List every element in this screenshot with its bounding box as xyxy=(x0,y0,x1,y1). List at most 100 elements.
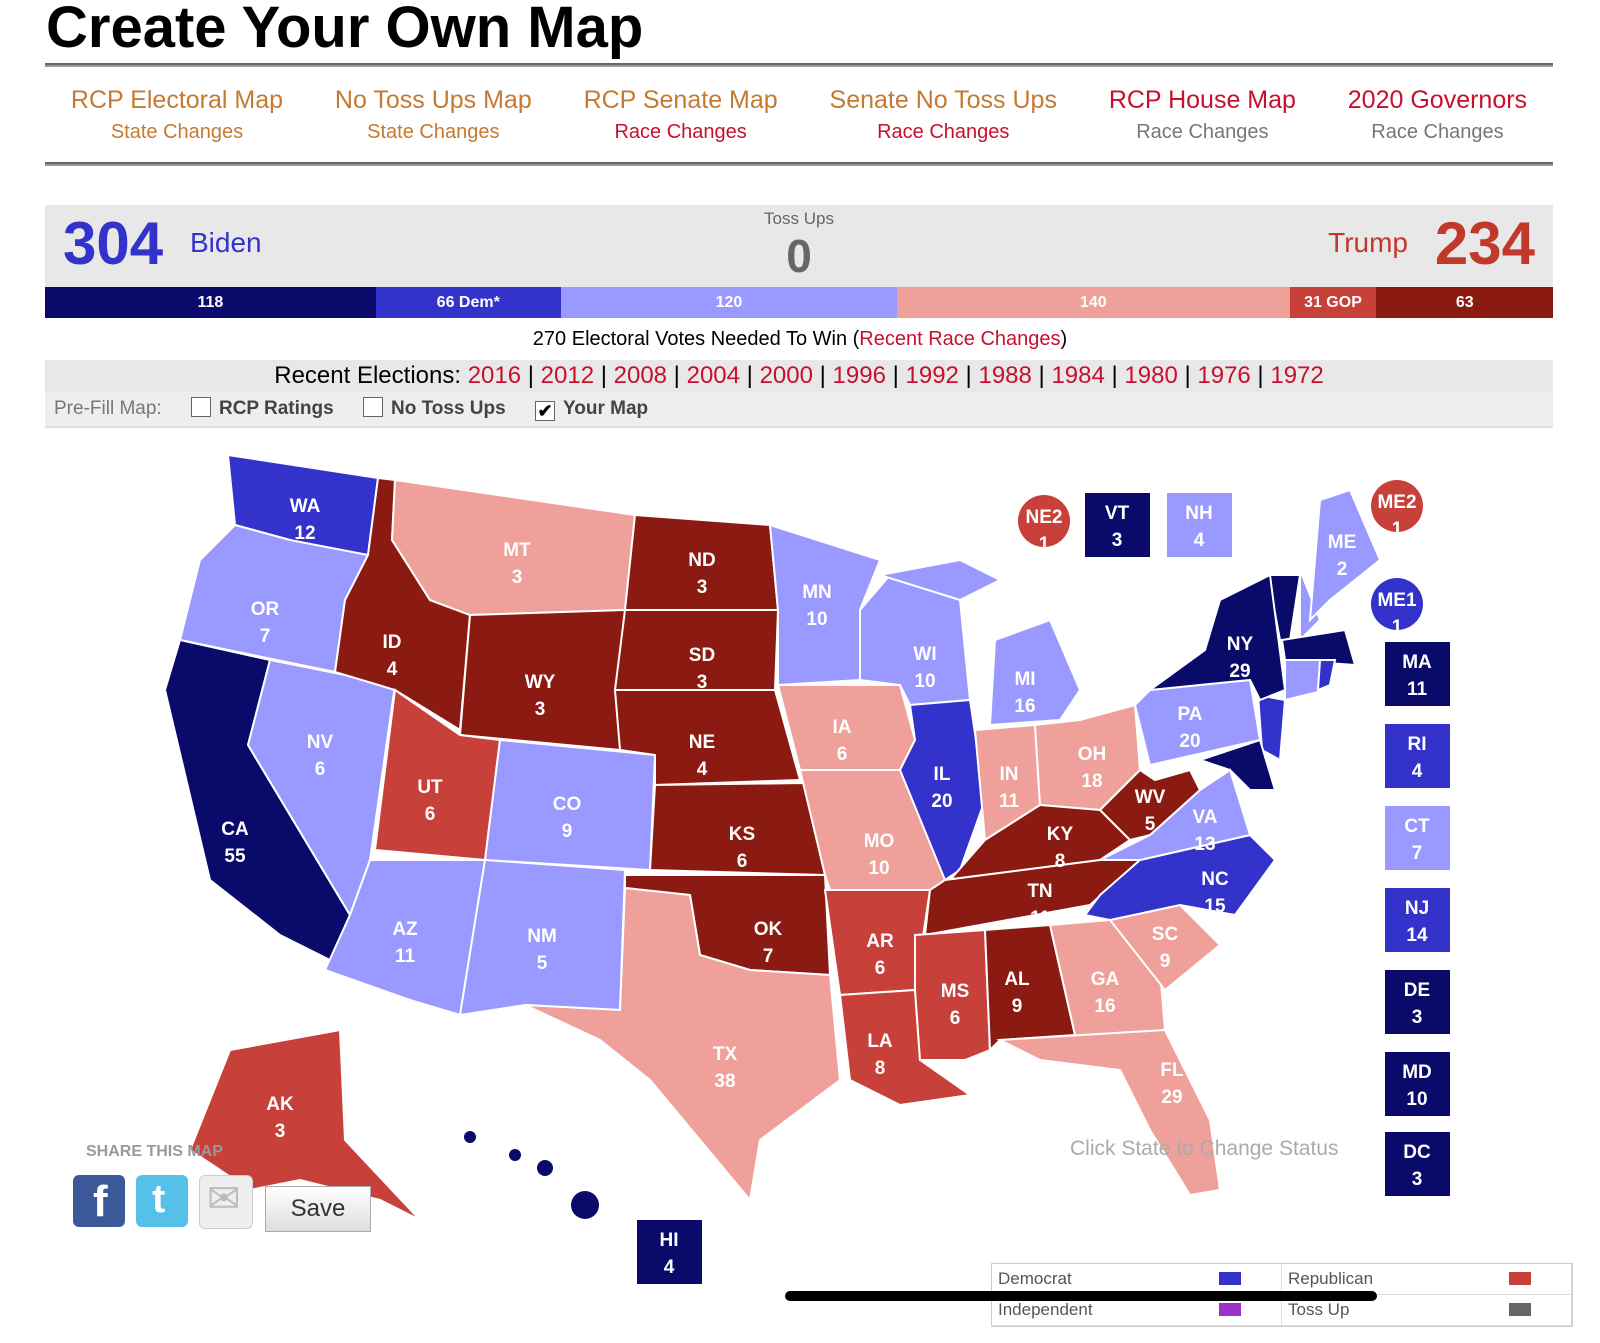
election-year-link[interactable]: 2016 xyxy=(467,362,522,389)
twitter-icon[interactable]: t xyxy=(136,1175,188,1227)
state-shape[interactable] xyxy=(1284,659,1322,702)
state-ev: 6 xyxy=(875,958,886,979)
state-label: VA xyxy=(1193,807,1218,828)
state-hi-island[interactable] xyxy=(571,1191,599,1219)
state-ev: 3 xyxy=(1112,530,1123,551)
tossup-label: Toss Ups xyxy=(764,209,834,228)
state-hi-island[interactable] xyxy=(464,1131,476,1143)
election-year-link[interactable]: 2004 xyxy=(686,362,740,389)
prefill-no-toss-ups[interactable]: No Toss Ups xyxy=(362,397,506,419)
state-label: IL xyxy=(934,764,951,785)
election-year-link[interactable]: 1988 xyxy=(978,362,1032,389)
nav-senate-map[interactable]: RCP Senate Map Race Changes xyxy=(583,86,778,143)
district-me1[interactable] xyxy=(1371,578,1423,630)
legend: Democrat Republican Independent Toss Up xyxy=(991,1263,1573,1327)
state-label: WY xyxy=(525,672,556,693)
state-shape[interactable] xyxy=(1299,569,1322,643)
facebook-icon[interactable]: f xyxy=(73,1175,125,1227)
state-ev: 11 xyxy=(395,946,416,967)
state-mi[interactable] xyxy=(879,558,1003,602)
election-year-link[interactable]: 1996 xyxy=(832,362,886,389)
divider xyxy=(45,63,1553,67)
state-il[interactable] xyxy=(898,698,987,882)
state-box-nj[interactable] xyxy=(1385,888,1450,952)
state-label: MD xyxy=(1402,1062,1432,1083)
state-wv[interactable] xyxy=(1098,768,1202,842)
state-label: VT xyxy=(1105,503,1130,524)
election-year-link[interactable]: 1972 xyxy=(1270,362,1324,389)
checkbox[interactable] xyxy=(362,397,383,417)
bar-segment: 120 xyxy=(560,287,898,318)
state-box-nh[interactable] xyxy=(1167,493,1232,557)
state-tx[interactable] xyxy=(524,886,842,1203)
map-nav: RCP Electoral Map State Changes No Toss U… xyxy=(45,86,1553,144)
state-label: ND xyxy=(688,550,715,571)
district-ne2[interactable] xyxy=(1018,495,1070,547)
election-year-link[interactable]: 1984 xyxy=(1051,362,1105,389)
nav-house-map[interactable]: RCP House Map Race Changes xyxy=(1108,86,1296,143)
state-ny[interactable] xyxy=(1146,573,1287,702)
nav-no-toss-ups-map[interactable]: No Toss Ups Map State Changes xyxy=(334,86,532,143)
state-ev: 10 xyxy=(1406,1089,1427,1110)
state-label: LA xyxy=(867,1031,893,1052)
election-year-link[interactable]: 1992 xyxy=(905,362,959,389)
state-box-dc[interactable] xyxy=(1385,1132,1450,1196)
state-me[interactable] xyxy=(1308,488,1382,623)
state-ak[interactable] xyxy=(188,1028,421,1221)
state-label: UT xyxy=(417,777,443,798)
state-ev: 4 xyxy=(697,759,708,780)
state-label: OK xyxy=(754,919,783,940)
save-button[interactable]: Save xyxy=(265,1186,371,1232)
state-ev: 4 xyxy=(1194,530,1205,551)
checkbox[interactable] xyxy=(190,397,211,417)
state-box-vt[interactable] xyxy=(1085,493,1150,557)
election-year-link[interactable]: 1976 xyxy=(1197,362,1251,389)
state-mi[interactable] xyxy=(988,618,1082,727)
share-label: SHARE THIS MAP xyxy=(86,1143,223,1160)
state-box-md[interactable] xyxy=(1385,1052,1450,1116)
election-year-link[interactable]: 2008 xyxy=(613,362,668,389)
state-pa[interactable] xyxy=(1133,678,1262,767)
nav-senate-no-toss-ups[interactable]: Senate No Toss Ups Race Changes xyxy=(829,86,1057,143)
state-shape[interactable] xyxy=(1196,738,1277,791)
election-year-link[interactable]: 1980 xyxy=(1124,362,1178,389)
state-ev: 11 xyxy=(1407,679,1428,700)
state-box-de[interactable] xyxy=(1385,970,1450,1034)
email-icon[interactable]: ✉ xyxy=(199,1175,253,1229)
state-ev: 14 xyxy=(1406,925,1428,946)
state-ev: 6 xyxy=(837,744,848,765)
state-box-hi[interactable] xyxy=(637,1220,702,1284)
prefill-rcp-ratings[interactable]: RCP Ratings xyxy=(190,397,334,419)
state-ev: 7 xyxy=(1412,843,1423,864)
state-hi-island[interactable] xyxy=(537,1160,553,1176)
state-ev: 9 xyxy=(562,821,573,842)
state-label: AL xyxy=(1004,969,1030,990)
state-label: AK xyxy=(266,1094,294,1115)
nav-governors[interactable]: 2020 Governors Race Changes xyxy=(1347,86,1528,143)
nav-electoral-map[interactable]: RCP Electoral Map State Changes xyxy=(70,86,284,143)
legend-toss-up: Toss Up xyxy=(1282,1295,1572,1325)
state-label: RI xyxy=(1408,734,1427,755)
bar-segment: 66 Dem* xyxy=(375,287,561,318)
election-year-link[interactable]: 2012 xyxy=(540,362,595,389)
state-box-ri[interactable] xyxy=(1385,724,1450,788)
state-ev: 38 xyxy=(714,1071,735,1092)
state-ev: 15 xyxy=(1204,896,1226,917)
state-shape[interactable] xyxy=(1280,628,1357,667)
checkbox-checked[interactable]: ✔ xyxy=(534,401,555,421)
state-ev: 6 xyxy=(425,804,436,825)
state-box-ct[interactable] xyxy=(1385,806,1450,870)
state-label: NE xyxy=(689,732,715,753)
state-box-ma[interactable] xyxy=(1385,642,1450,706)
prefill-your-map[interactable]: ✔ Your Map xyxy=(534,398,648,421)
state-shape[interactable] xyxy=(1316,659,1337,692)
state-hi-island[interactable] xyxy=(509,1149,521,1161)
district-me2[interactable] xyxy=(1371,480,1423,532)
election-year-link[interactable]: 2000 xyxy=(759,362,813,389)
state-ev: 9 xyxy=(1160,951,1171,972)
state-shape[interactable] xyxy=(1256,693,1287,762)
state-fl[interactable] xyxy=(996,1028,1222,1197)
state-label: SD xyxy=(689,645,715,666)
recent-race-changes-link[interactable]: Recent Race Changes xyxy=(859,328,1061,350)
